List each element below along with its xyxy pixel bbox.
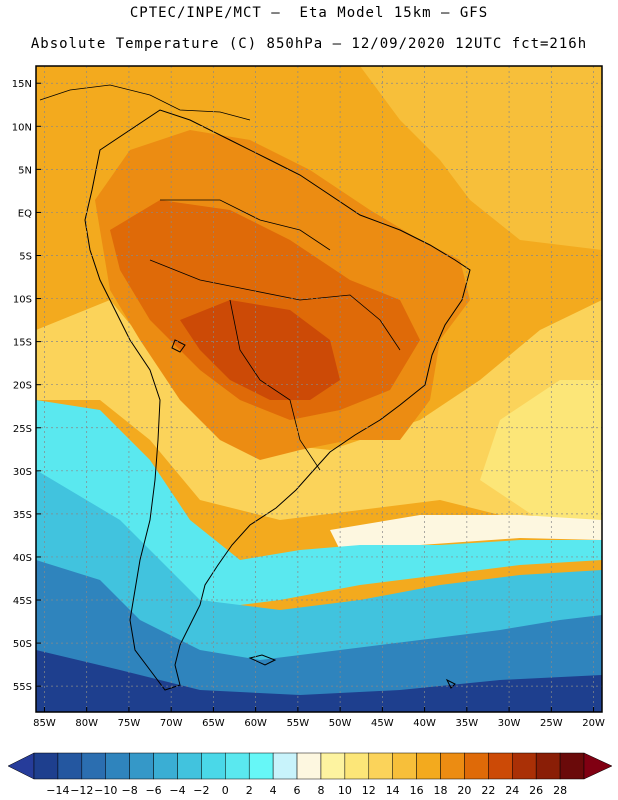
colorbar-swatch [129, 752, 154, 780]
colorbar-label: 14 [386, 784, 400, 797]
field-pale-yellow-south-atlantic [480, 380, 602, 520]
colorbar-swatch [248, 752, 274, 780]
colorbar-label: −10 [94, 784, 117, 797]
lat-label: 15S [13, 338, 32, 349]
colorbar-label: 24 [505, 784, 519, 797]
lon-label: 65W [202, 718, 225, 729]
colorbar-swatch [33, 752, 59, 780]
colorbar-swatch [392, 752, 417, 780]
lat-label: 10S [13, 295, 32, 306]
colorbar-label: 18 [434, 784, 448, 797]
temperature-field [36, 66, 602, 712]
colorbar-label: 16 [410, 784, 424, 797]
lat-label: 5N [18, 165, 32, 176]
colorbar-swatch [440, 752, 465, 780]
map-frame [35, 65, 603, 713]
colorbar-label: 28 [553, 784, 567, 797]
colorbar-swatch [177, 752, 202, 780]
colorbar-label: −12 [70, 784, 93, 797]
caribbean-coast [39, 84, 251, 121]
lat-label: 20S [13, 381, 32, 392]
longitude-labels: 85W 80W 75W 70W 65W 60W 55W 50W 45W 40W 35W 30W 25W 2… [33, 718, 605, 729]
temperature-colorbar: −14 −12 −10 −8 −6 −4 −2 0 2 4 6 8 10 12 14 16 18 20 22 24 26… [7, 752, 613, 797]
colorbar-label: 8 [317, 784, 324, 797]
lon-label: 60W [244, 718, 267, 729]
colorbar-swatch [464, 752, 489, 780]
colorbar-swatch [559, 752, 585, 780]
colorbar-label: 22 [481, 784, 495, 797]
lat-label: 50S [13, 639, 32, 650]
map-title-variable: Absolute Temperature (C) 850hPa — 12/09/… [30, 36, 588, 52]
colorbar-label: 4 [270, 784, 277, 797]
colorbar-left-arrow [7, 752, 35, 780]
colorbar-label: −4 [169, 784, 185, 797]
lake-titicaca-region [171, 339, 186, 353]
colorbar-swatch [81, 752, 106, 780]
colorbar-label: 12 [362, 784, 376, 797]
lat-label: 5S [19, 251, 32, 262]
lon-label: 85W [33, 718, 56, 729]
colorbar-swatch [153, 752, 178, 780]
colorbar-swatch [201, 752, 226, 780]
lat-label: 10N [12, 122, 32, 133]
field-cyan-band [36, 400, 602, 610]
colorbar-right-arrow [583, 752, 613, 780]
lon-label: 45W [371, 718, 394, 729]
colorbar-swatch [344, 752, 370, 780]
field-subtropical-band [36, 300, 602, 520]
lat-label: 55S [13, 682, 32, 693]
colorbar-swatch [488, 752, 513, 780]
colorbar-label: 0 [222, 784, 229, 797]
colorbar-swatch [272, 752, 298, 780]
colorbar-label: 2 [246, 784, 253, 797]
lon-label: 70W [160, 718, 183, 729]
field-deep-blue-south [36, 650, 602, 712]
colorbar-swatch [368, 752, 393, 780]
lat-label: 35S [13, 510, 32, 521]
colorbar-swatch [416, 752, 441, 780]
lon-label: 75W [118, 718, 141, 729]
colorbar-label: 26 [529, 784, 543, 797]
border-line-2 [229, 299, 321, 471]
lon-label: 35W [456, 718, 479, 729]
border-line-3 [160, 199, 331, 251]
lat-label: 40S [13, 553, 32, 564]
border-line-1 [149, 259, 401, 351]
field-cream-band [330, 515, 602, 550]
falkland-islands [248, 654, 277, 666]
lon-label: 20W [582, 718, 605, 729]
colorbar-label: −14 [46, 784, 69, 797]
lon-label: 30W [498, 718, 521, 729]
colorbar-label: −8 [122, 784, 138, 797]
colorbar-label: −6 [145, 784, 161, 797]
lon-label: 50W [329, 718, 352, 729]
lon-label: 40W [413, 718, 436, 729]
lat-label: 30S [13, 467, 32, 478]
lat-label: 45S [13, 596, 32, 607]
lat-label: 15N [12, 79, 32, 90]
lon-label: 55W [287, 718, 310, 729]
coastline-south-america [84, 109, 471, 691]
colorbar-label: −2 [193, 784, 209, 797]
colorbar-swatch [296, 752, 322, 780]
colorbar-label: 6 [294, 784, 301, 797]
colorbar-swatch [535, 752, 561, 780]
map-title-model: CPTEC/INPE/MCT — Eta Model 15km — GFS [129, 5, 489, 21]
field-core-hot [180, 300, 340, 400]
lat-label: EQ [18, 208, 32, 219]
lon-label: 25W [540, 718, 563, 729]
lon-label: 80W [75, 718, 98, 729]
field-north-atlantic-band [360, 66, 602, 250]
colorbar-swatch [320, 752, 346, 780]
lat-lon-gridlines [36, 66, 602, 712]
colorbar-swatch [57, 752, 83, 780]
colorbar-swatch [512, 752, 537, 780]
colorbar-swatch [225, 752, 250, 780]
colorbar-swatch [105, 752, 130, 780]
colorbar-label: 20 [457, 784, 471, 797]
latitude-labels: 15N 10N 5N EQ 5S 10S 15S 20S 25S 30S 35S 40S 45S 50S 5… [12, 79, 32, 693]
lat-label: 25S [13, 424, 32, 435]
colorbar-label: 10 [338, 784, 352, 797]
